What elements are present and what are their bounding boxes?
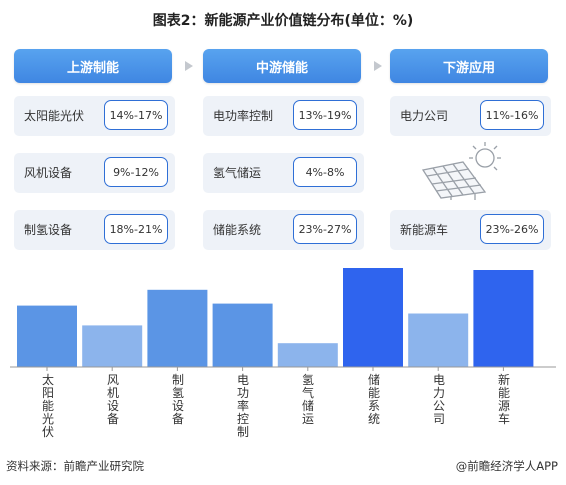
segment-label: 氢气储运 [213,166,262,180]
x-tick-label: 太阳能光伏 [41,373,54,439]
x-tick-label: 储能系统 [367,373,380,426]
x-tick-label: 制氢设备 [171,373,184,426]
segment-label: 风机设备 [24,166,73,180]
x-tick-label: 氢气储运 [301,373,314,426]
stage-header-upstream: 上游制能 [14,49,172,83]
segment-row: 新能源车 23%-26% [390,210,551,250]
bar [408,313,469,367]
x-tick-label: 电力公司 [432,373,445,426]
brand-watermark: @前瞻经济学人APP [455,459,558,473]
segment-row: 储能系统 23%-27% [203,210,364,250]
bar-chart [10,268,556,371]
segment-row: 制氢设备 18%-21% [14,210,175,250]
segment-row: 电力公司 11%-16% [390,96,551,136]
bar [473,270,534,367]
segment-label: 电功率控制 [213,109,274,123]
x-tick-label: 新能源车 [497,373,510,426]
bar [212,303,273,367]
range-pill: 23%-27% [293,214,357,244]
chart-title: 图表2：新能源产业价值链分布(单位：%) [152,13,414,29]
segment-row: 电功率控制 13%-19% [203,96,364,136]
segment-row: 风机设备 9%-12% [14,153,175,193]
segment-label: 新能源车 [400,223,449,237]
range-pill: 23%-26% [480,214,544,244]
segment-row: 氢气储运 4%-8% [203,153,364,193]
range-pill: 14%-17% [104,100,168,130]
bar [277,343,338,367]
range-pill: 18%-21% [104,214,168,244]
range-pill: 9%-12% [104,157,168,187]
bar [82,325,143,367]
chevron-right-icon [183,58,195,74]
segment-label: 电力公司 [400,109,449,123]
bar [147,289,208,367]
bar [343,268,403,367]
range-pill: 11%-16% [480,100,544,130]
segment-label: 太阳能光伏 [24,109,85,123]
range-pill: 13%-19% [293,100,357,130]
stage-header-downstream: 下游应用 [390,49,548,83]
stage-header-midstream: 中游储能 [203,49,361,83]
segment-label: 制氢设备 [24,223,73,237]
chevron-right-icon [372,58,384,74]
bar [17,305,77,367]
solar-panel-illustration [415,140,535,200]
x-tick-label: 风机设备 [106,373,119,426]
source-note: 资料来源：前瞻产业研究院 [6,459,144,473]
x-tick-label: 电功率控制 [236,373,249,439]
segment-row: 太阳能光伏 14%-17% [14,96,175,136]
range-pill: 4%-8% [293,157,357,187]
segment-label: 储能系统 [213,223,262,237]
